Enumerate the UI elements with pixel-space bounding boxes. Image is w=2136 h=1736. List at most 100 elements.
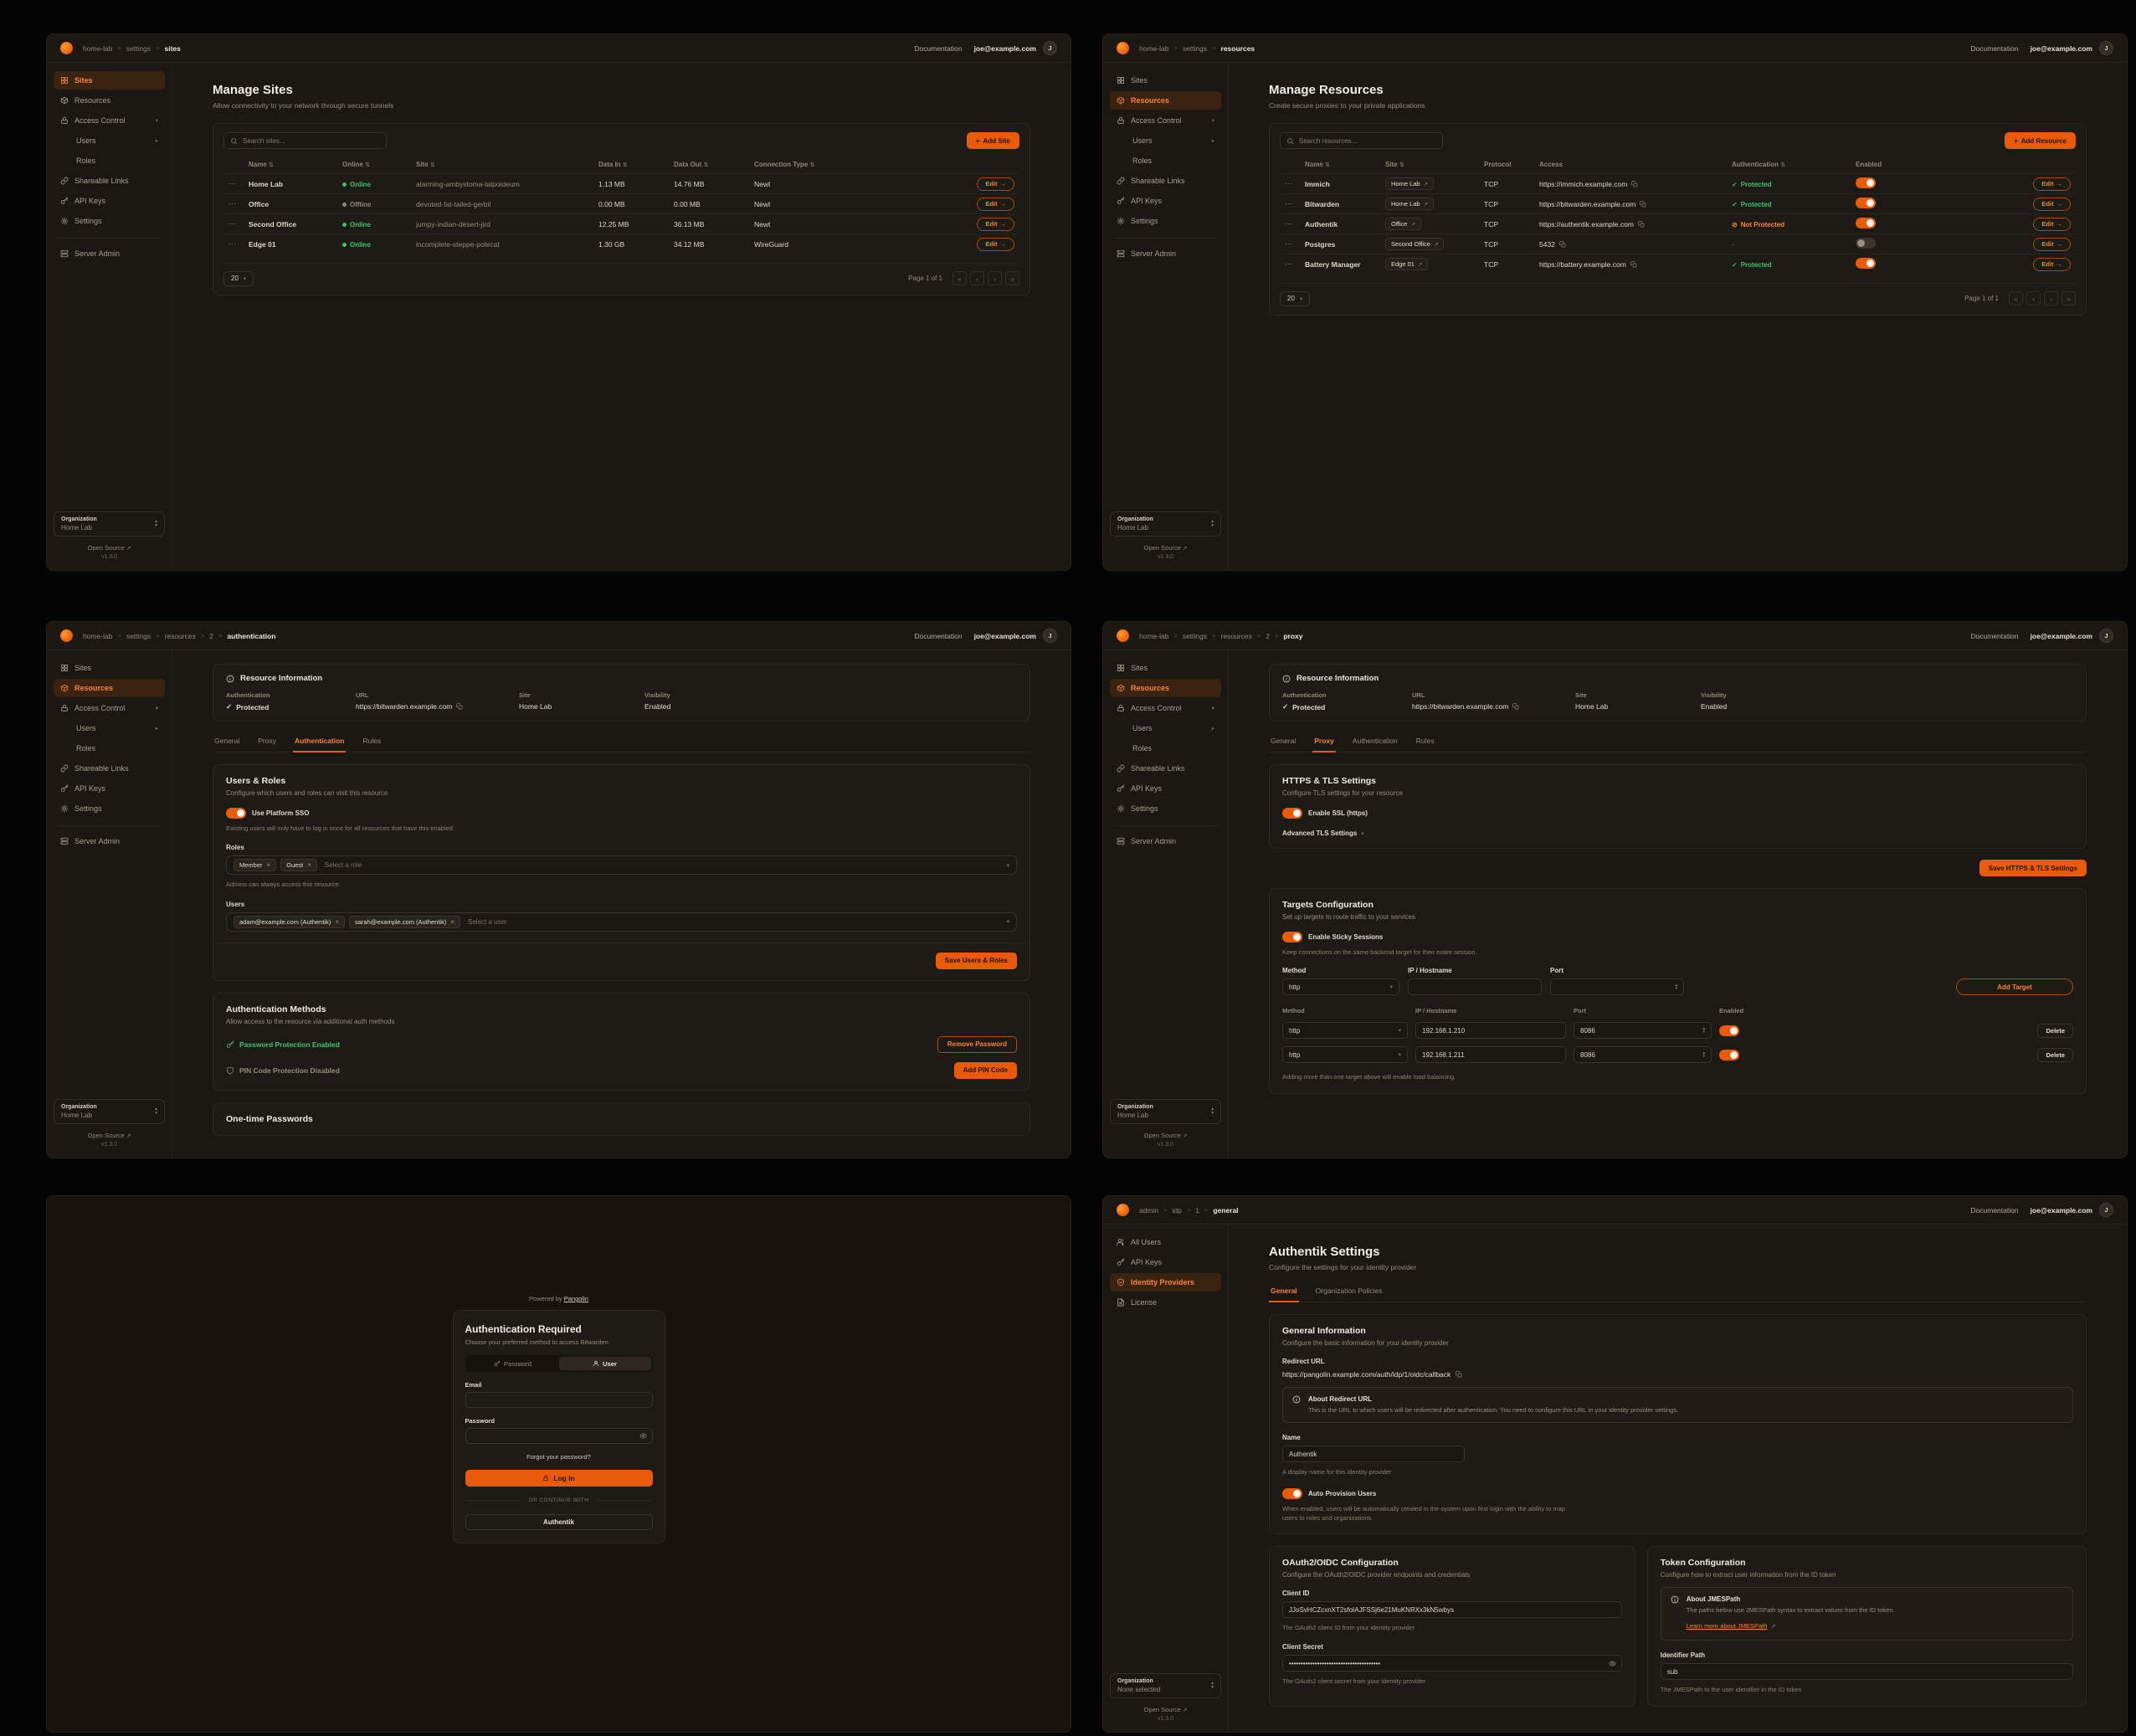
breadcrumb-item[interactable]: settings bbox=[126, 44, 151, 53]
user-email[interactable]: joe@example.com bbox=[973, 44, 1036, 53]
sidebar-item-api-keys[interactable]: API Keys bbox=[54, 192, 165, 210]
column-header-site[interactable]: Site ⇅ bbox=[1385, 161, 1404, 168]
copy-icon[interactable] bbox=[1640, 201, 1646, 208]
sidebar-item-settings[interactable]: Settings bbox=[1110, 799, 1221, 818]
row-menu-icon[interactable]: ⋯ bbox=[1285, 259, 1293, 269]
tab-user[interactable]: User bbox=[558, 1357, 651, 1370]
copy-icon[interactable] bbox=[1559, 241, 1566, 248]
site-chip[interactable]: Home Lab ↗ bbox=[1385, 198, 1435, 210]
rows-per-page-select[interactable]: 20 ▾ bbox=[223, 270, 254, 286]
remove-password-button[interactable]: Remove Password bbox=[937, 1035, 1017, 1053]
enabled-toggle[interactable] bbox=[1856, 218, 1876, 229]
column-header-data-in[interactable]: Data In ⇅ bbox=[598, 161, 628, 168]
row-menu-icon[interactable]: ⋯ bbox=[1285, 179, 1293, 187]
prev-page-button[interactable]: ‹ bbox=[970, 271, 984, 285]
sidebar-item-api-keys[interactable]: API Keys bbox=[1110, 779, 1221, 798]
sidebar-item-access-control[interactable]: Access Control ▾ bbox=[54, 111, 165, 130]
row-menu-icon[interactable]: ⋯ bbox=[228, 179, 237, 187]
open-source-link[interactable]: Open Source ↗ bbox=[1143, 1706, 1188, 1713]
documentation-link[interactable]: Documentation bbox=[1970, 44, 2019, 53]
add-resource-button[interactable]: + Add Resource bbox=[2005, 132, 2076, 149]
breadcrumb-item[interactable]: resources bbox=[164, 631, 196, 640]
jmespath-link[interactable]: Learn more about JMESPath bbox=[1686, 1622, 1768, 1631]
tab-organization-policies[interactable]: Organization Policies bbox=[1315, 1287, 1383, 1295]
site-chip[interactable]: Home Lab ↗ bbox=[1385, 177, 1435, 190]
user-email[interactable]: joe@example.com bbox=[2030, 631, 2092, 640]
avatar[interactable]: J bbox=[1043, 629, 1057, 643]
users-select[interactable]: adam@example.com (Authentik) × sarah@exam… bbox=[226, 912, 1017, 932]
role-chip[interactable]: Member × bbox=[234, 859, 277, 872]
access-url[interactable]: https://immich.example.com bbox=[1539, 179, 1628, 188]
user-email[interactable]: joe@example.com bbox=[2030, 44, 2092, 53]
sidebar-item-server-admin[interactable]: Server Admin bbox=[54, 244, 165, 263]
enabled-toggle[interactable] bbox=[1856, 177, 1876, 188]
edit-button[interactable]: Edit → bbox=[977, 217, 1014, 231]
enabled-toggle[interactable] bbox=[1856, 198, 1876, 208]
site-chip[interactable]: Office ↗ bbox=[1385, 218, 1421, 230]
documentation-link[interactable]: Documentation bbox=[914, 631, 963, 640]
ip-hostname-input[interactable]: 192.168.1.210 bbox=[1415, 1022, 1566, 1040]
enabled-toggle[interactable] bbox=[1856, 238, 1876, 249]
column-header-name[interactable]: Name ⇅ bbox=[249, 161, 274, 168]
last-page-button[interactable]: » bbox=[1005, 271, 1019, 285]
first-page-button[interactable]: « bbox=[2009, 291, 2023, 306]
edit-button[interactable]: Edit → bbox=[2033, 197, 2071, 211]
last-page-button[interactable]: » bbox=[2062, 291, 2076, 306]
breadcrumb-item[interactable]: 2 bbox=[209, 631, 213, 640]
search-input[interactable]: Search resources... bbox=[1280, 132, 1443, 149]
save-users-roles-button[interactable]: Save Users & Roles bbox=[935, 952, 1017, 969]
sidebar-item-shareable-links[interactable]: Shareable Links bbox=[1110, 172, 1221, 190]
sidebar-item-api-keys[interactable]: API Keys bbox=[1110, 192, 1221, 210]
stepper-arrows-icon[interactable]: ▴ ▾ bbox=[1702, 1050, 1705, 1060]
search-input[interactable]: Search sites... bbox=[223, 132, 387, 149]
breadcrumb-item[interactable]: admin bbox=[1139, 1205, 1159, 1215]
next-page-button[interactable]: › bbox=[988, 271, 1002, 285]
sidebar-item-api-keys[interactable]: API Keys bbox=[54, 779, 165, 798]
org-selector[interactable]: Organization Home Lab ▴ ▾ bbox=[54, 511, 165, 537]
sidebar-item-server-admin[interactable]: Server Admin bbox=[1110, 832, 1221, 850]
edit-button[interactable]: Edit → bbox=[977, 237, 1014, 251]
tab-rules[interactable]: Rules bbox=[362, 737, 382, 745]
open-source-link[interactable]: Open Source ↗ bbox=[1143, 544, 1188, 552]
org-selector[interactable]: Organization Home Lab ▴ ▾ bbox=[54, 1099, 165, 1124]
roles-select[interactable]: Member × Guest × Select a role ▾ bbox=[226, 855, 1017, 876]
tab-general[interactable]: General bbox=[1271, 737, 1296, 745]
breadcrumb-item[interactable]: settings bbox=[1182, 44, 1208, 53]
access-url[interactable]: https://bitwarden.example.com bbox=[1539, 199, 1636, 208]
edit-button[interactable]: Edit → bbox=[977, 177, 1014, 191]
column-header-site[interactable]: Site ⇅ bbox=[416, 161, 435, 168]
edit-button[interactable]: Edit → bbox=[977, 197, 1014, 211]
tab-authentication[interactable]: Authentication bbox=[1352, 737, 1398, 745]
target-enabled-toggle[interactable] bbox=[1719, 1025, 1739, 1036]
client-id-input[interactable] bbox=[1282, 1601, 1622, 1618]
breadcrumb-item[interactable]: 1 bbox=[1195, 1205, 1200, 1215]
sidebar-item-sites[interactable]: Sites bbox=[1110, 71, 1221, 90]
access-url[interactable]: 5432 bbox=[1539, 239, 1555, 249]
sidebar-item-roles[interactable]: Roles bbox=[54, 739, 165, 758]
tab-password[interactable]: Password bbox=[467, 1357, 559, 1370]
documentation-link[interactable]: Documentation bbox=[1970, 1205, 2019, 1215]
sidebar-item-sites[interactable]: Sites bbox=[54, 71, 165, 90]
avatar[interactable]: J bbox=[2099, 629, 2113, 643]
org-selector[interactable]: Organization None selected ▴ ▾ bbox=[1110, 1673, 1221, 1698]
row-menu-icon[interactable]: ⋯ bbox=[228, 239, 237, 249]
sidebar-item-settings[interactable]: Settings bbox=[54, 799, 165, 818]
sidebar-item-all-users[interactable]: All Users bbox=[1110, 1233, 1221, 1251]
breadcrumb-item[interactable]: home-lab bbox=[1139, 44, 1169, 53]
sidebar-item-settings[interactable]: Settings bbox=[54, 212, 165, 230]
login-button[interactable]: Log In bbox=[465, 1470, 653, 1487]
sidebar-item-users[interactable]: Users ▸ bbox=[1110, 131, 1221, 150]
row-menu-icon[interactable]: ⋯ bbox=[228, 199, 237, 208]
add-target-button[interactable]: Add Target bbox=[1956, 978, 2073, 996]
rows-per-page-select[interactable]: 20 ▾ bbox=[1280, 290, 1311, 306]
sidebar-item-users[interactable]: Users ▸ bbox=[54, 719, 165, 737]
sidebar-item-access-control[interactable]: Access Control ▾ bbox=[54, 699, 165, 717]
method-select[interactable]: http ▾ bbox=[1282, 978, 1399, 996]
tab-proxy[interactable]: Proxy bbox=[1312, 733, 1336, 752]
edit-button[interactable]: Edit → bbox=[2033, 217, 2071, 231]
identifier-path-input[interactable] bbox=[1660, 1663, 2073, 1681]
sidebar-item-settings[interactable]: Settings bbox=[1110, 212, 1221, 230]
auto-provision-toggle[interactable] bbox=[1282, 1487, 1302, 1499]
delete-target-button[interactable]: Delete bbox=[2037, 1047, 2073, 1062]
add-site-button[interactable]: + Add Site bbox=[966, 132, 1019, 149]
